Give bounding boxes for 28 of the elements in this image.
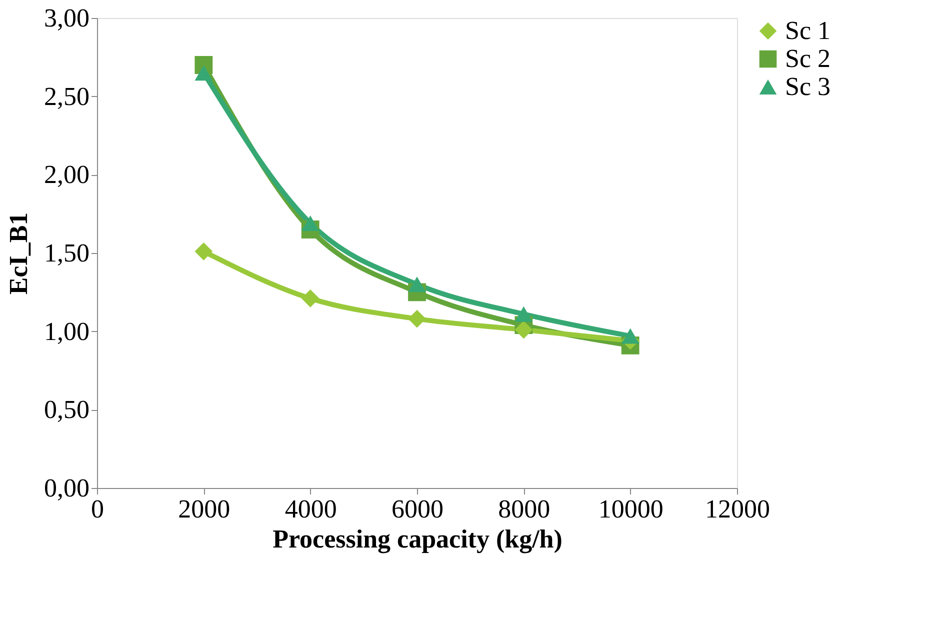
point	[194, 65, 213, 81]
legend-label: Sc 3	[785, 72, 830, 101]
y-tick-label: 2,00	[44, 160, 90, 190]
point	[514, 320, 533, 339]
x-axis-title: Processing capacity (kg/h)	[272, 524, 562, 554]
y-tick-label: 0,50	[44, 395, 90, 424]
point	[301, 289, 320, 308]
y-axis-title: EcI_B1	[4, 212, 33, 295]
y-tick-label: 1,50	[44, 238, 90, 268]
point	[301, 215, 320, 231]
legend-label: Sc 1	[785, 16, 830, 45]
legend-label: Sc 2	[785, 44, 830, 73]
x-tick-label: 0	[91, 494, 104, 524]
x-tick-label: 12000	[705, 494, 770, 524]
y-tick-label: 1,00	[44, 316, 90, 346]
y-tick-label: 3,00	[44, 4, 90, 32]
x-tick-label: 2000	[178, 494, 230, 524]
x-tick-label: 8000	[498, 494, 550, 524]
point	[514, 306, 533, 322]
x-tick-label: 6000	[392, 494, 444, 524]
x-tick-label: 4000	[284, 494, 337, 524]
point	[621, 328, 640, 344]
point	[408, 310, 426, 328]
x-tick-label: 10000	[598, 494, 664, 524]
point	[408, 276, 426, 292]
y-tick-label: 0,00	[44, 474, 90, 502]
point	[194, 242, 213, 260]
y-tick-label: 2,50	[44, 82, 90, 111]
